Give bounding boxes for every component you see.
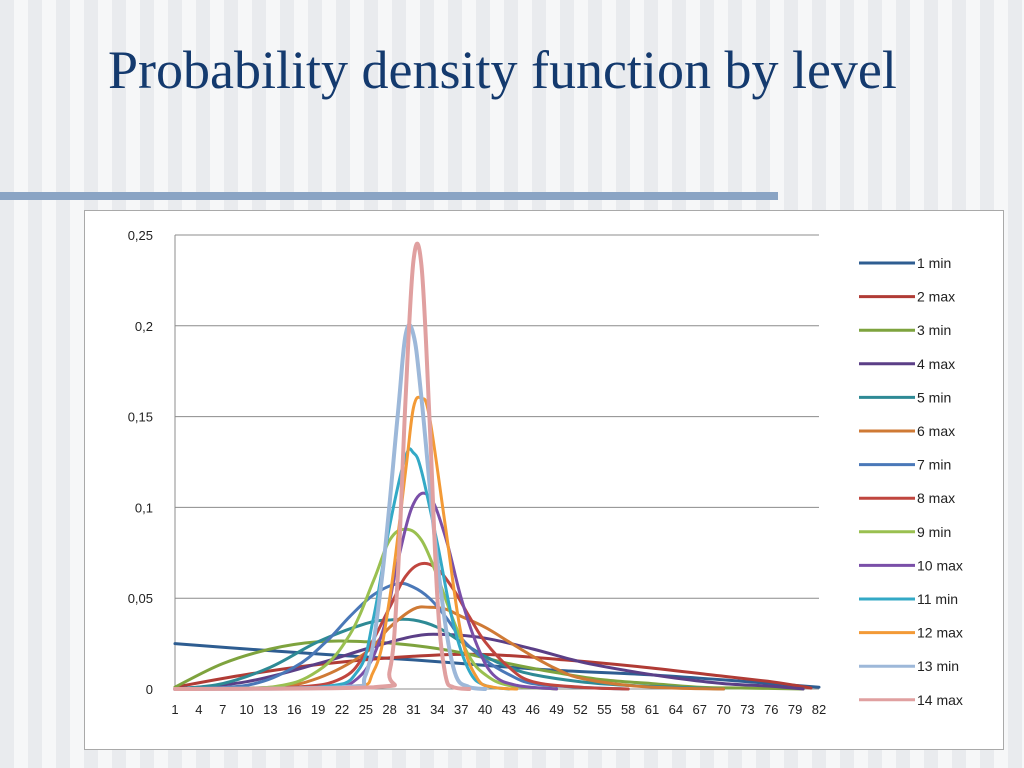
x-tick-label: 1	[171, 702, 178, 717]
legend-label: 9 min	[917, 524, 951, 540]
legend-label: 1 min	[917, 255, 951, 271]
legend-label: 4 max	[917, 356, 955, 372]
x-tick-label: 28	[382, 702, 396, 717]
series-line-1-min	[173, 642, 821, 689]
x-tick-label: 13	[263, 702, 277, 717]
grid-lines	[175, 234, 819, 690]
legend-label: 5 min	[917, 389, 951, 405]
x-tick-label: 49	[549, 702, 563, 717]
y-tick-label: 0	[146, 682, 153, 697]
x-tick-label: 19	[311, 702, 325, 717]
legend-label: 2 max	[917, 289, 955, 305]
series-line-7-min	[173, 581, 630, 691]
legend-label: 14 max	[917, 692, 963, 708]
x-tick-label: 34	[430, 702, 444, 717]
title-divider	[0, 192, 778, 200]
x-tick-label: 61	[645, 702, 659, 717]
x-tick-label: 4	[195, 702, 202, 717]
series-line-4-max	[173, 632, 805, 691]
x-tick-label: 10	[239, 702, 253, 717]
legend: 1 min 2 max 3 min 4 max 5 min 6 max 7 min 8 max…	[859, 255, 963, 708]
legend-label: 7 min	[917, 457, 951, 473]
x-tick-label: 37	[454, 702, 468, 717]
axes: 0 0,05 0,1 0,15 0,2 0,25 1 4 7 10 13 16 19 22 25 28 31 34…	[128, 228, 827, 717]
x-tick-label: 55	[597, 702, 611, 717]
x-tick-label: 40	[478, 702, 492, 717]
slide-title: Probability density function by level	[108, 40, 897, 100]
legend-label: 13 min	[917, 658, 959, 674]
y-tick-label: 0,25	[128, 228, 153, 243]
y-tick-label: 0,2	[135, 319, 153, 334]
legend-label: 10 max	[917, 557, 963, 573]
legend-label: 8 max	[917, 490, 955, 506]
x-tick-label: 25	[359, 702, 373, 717]
series-line-14-max	[173, 241, 472, 691]
series-line-13-min	[173, 323, 488, 691]
x-tick-label: 79	[788, 702, 802, 717]
y-tick-label: 0,1	[135, 500, 153, 515]
legend-label: 11 min	[917, 591, 958, 607]
x-tick-label: 52	[573, 702, 587, 717]
x-tick-label: 70	[716, 702, 730, 717]
y-tick-label: 0,15	[128, 410, 153, 425]
x-tick-label: 43	[502, 702, 516, 717]
x-tick-label: 67	[693, 702, 707, 717]
x-tick-label: 22	[335, 702, 349, 717]
series-line-9-min	[173, 527, 559, 691]
x-tick-label: 16	[287, 702, 301, 717]
x-tick-label: 76	[764, 702, 778, 717]
series-lines	[173, 241, 821, 691]
series-line-11-min	[173, 447, 511, 691]
chart-frame: 0 0,05 0,1 0,15 0,2 0,25 1 4 7 10 13 16 19 22 25 28 31 34…	[84, 210, 1004, 750]
line-chart: 0 0,05 0,1 0,15 0,2 0,25 1 4 7 10 13 16 19 22 25 28 31 34…	[128, 228, 963, 717]
x-tick-label: 64	[669, 702, 683, 717]
x-tick-label: 46	[526, 702, 540, 717]
legend-label: 12 max	[917, 625, 963, 641]
legend-label: 3 min	[917, 322, 951, 338]
series-line-6-max	[173, 605, 726, 691]
x-tick-label: 73	[740, 702, 754, 717]
x-tick-label: 58	[621, 702, 635, 717]
legend-label: 6 max	[917, 423, 955, 439]
y-tick-label: 0,05	[128, 591, 153, 606]
x-tick-label: 7	[219, 702, 226, 717]
series-line-2-max	[173, 652, 813, 690]
x-tick-label: 82	[812, 702, 826, 717]
x-tick-label: 31	[406, 702, 420, 717]
